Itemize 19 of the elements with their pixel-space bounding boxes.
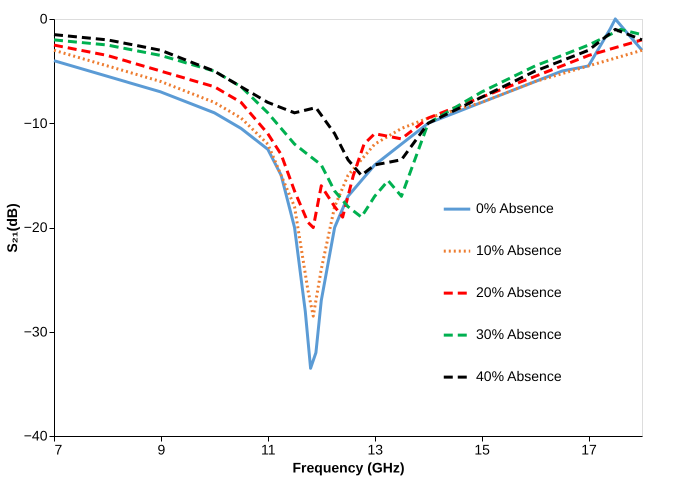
- y-tick-label: −10: [24, 114, 48, 131]
- x-tick-label: 17: [581, 442, 598, 458]
- y-tick-label: −30: [24, 323, 48, 340]
- y-tick-label: −20: [24, 219, 48, 235]
- x-tick-label: 9: [158, 442, 166, 458]
- x-tick-label: 15: [474, 442, 490, 458]
- legend-label: 40% Absence: [476, 368, 562, 384]
- legend-label: 30% Absence: [476, 326, 562, 342]
- legend-label: 0% Absence: [476, 200, 554, 216]
- legend-label: 20% Absence: [476, 284, 562, 300]
- x-tick-label: 13: [367, 442, 384, 458]
- x-tick-label: 11: [261, 442, 276, 458]
- x-tick-label: 7: [54, 442, 62, 458]
- y-tick-label: −40: [24, 428, 48, 444]
- line-series: [52, 48, 644, 318]
- legend-label: 10% Absence: [476, 242, 562, 258]
- y-tick-label: 0: [40, 10, 48, 26]
- x-axis-title: Frequency (GHz): [292, 460, 405, 476]
- y-axis-title: S₂₁(dB): [4, 203, 20, 253]
